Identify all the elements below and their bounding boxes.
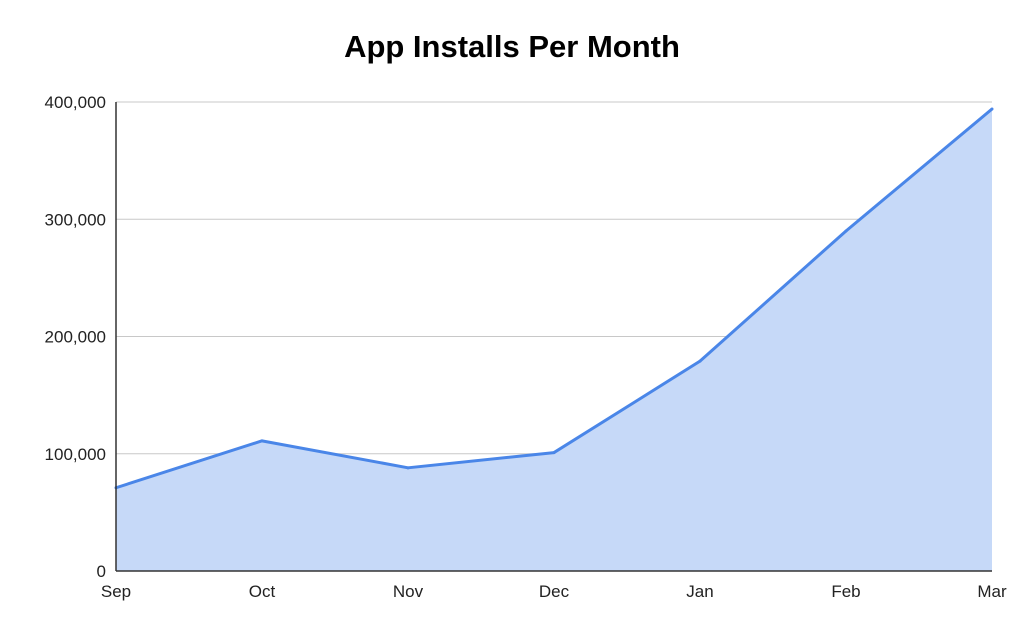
x-tick-label: Dec <box>539 582 570 601</box>
x-tick-label: Nov <box>393 582 424 601</box>
data-point <box>406 466 410 470</box>
area-fill <box>116 109 992 571</box>
data-point <box>260 439 264 443</box>
x-tick-label: Jan <box>686 582 713 601</box>
tick-labels: 0 100,000 200,000 300,000 400,000 Sep Oct Nov De… <box>45 93 1007 601</box>
area-series <box>114 107 994 571</box>
y-tick-label: 300,000 <box>45 210 106 229</box>
y-tick-label: 400,000 <box>45 93 106 112</box>
x-tick-label: Sep <box>101 582 131 601</box>
data-point <box>844 229 848 233</box>
x-tick-label: Feb <box>831 582 860 601</box>
axes <box>115 102 992 572</box>
x-tick-label: Mar <box>977 582 1007 601</box>
chart-title: App Installs Per Month <box>344 29 680 64</box>
data-point <box>552 451 556 455</box>
y-tick-label: 0 <box>97 562 106 581</box>
x-tick-label: Oct <box>249 582 276 601</box>
y-tick-label: 200,000 <box>45 328 106 347</box>
y-tick-label: 100,000 <box>45 445 106 464</box>
data-point <box>990 107 994 111</box>
data-point <box>698 359 702 363</box>
